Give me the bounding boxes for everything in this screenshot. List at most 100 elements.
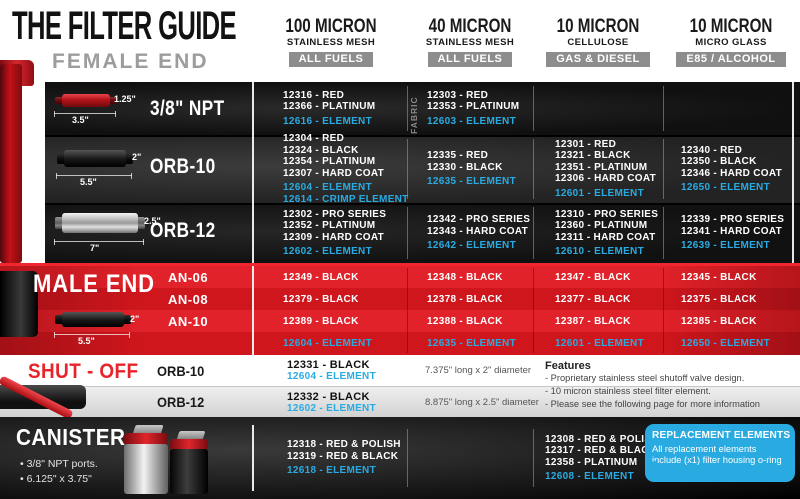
divider xyxy=(663,139,664,199)
element-numbers: 12616 - ELEMENT xyxy=(283,115,372,127)
section-male-end: MALE END 2" 5.5" AN-06 AN-08 AN-10 12349… xyxy=(0,263,800,355)
element-numbers: 12642 - ELEMENT xyxy=(427,240,516,252)
row-label-orb12: ORB-12 xyxy=(150,219,216,242)
row-label-orb10: ORB-10 xyxy=(150,155,216,178)
element-number: 12602 - ELEMENT xyxy=(287,403,376,414)
part-and-element: 12332 - BLACK 12602 - ELEMENT xyxy=(287,391,376,415)
row-label-orb10: ORB-10 xyxy=(157,363,205,379)
divider xyxy=(407,207,408,259)
part-number: 12389 - BLACK xyxy=(283,316,359,327)
part-number: 12347 - BLACK xyxy=(555,272,631,283)
divider xyxy=(533,207,534,259)
dim-line xyxy=(56,173,132,179)
part-numbers: 12340 - RED 12350 - BLACK 12346 - HARD C… xyxy=(681,144,783,179)
cell-orb10-microglass: 12340 - RED 12350 - BLACK 12346 - HARD C… xyxy=(681,135,800,203)
divider xyxy=(533,139,534,199)
section-female-end-label: FEMALE END xyxy=(52,50,209,73)
callout-title: REPLACEMENT ELEMENTS xyxy=(652,429,791,441)
orb10-filter-image xyxy=(64,150,126,167)
divider xyxy=(252,82,254,135)
column-header-10-micron-cellulose: 10 MICRON CELLULOSE GAS & DIESEL xyxy=(523,16,673,67)
features-block: Features - Proprietary stainless steel s… xyxy=(545,360,785,411)
micron-rating: 10 MICRON xyxy=(556,16,640,37)
element-numbers: 12601 - ELEMENT xyxy=(555,187,644,199)
part-numbers: 12335 - RED 12330 - BLACK xyxy=(427,150,503,173)
part-and-element: 12331 - BLACK 12604 - ELEMENT xyxy=(287,359,376,383)
dim-length: 7" xyxy=(90,243,100,253)
dim-height: 2" xyxy=(132,152,142,162)
divider xyxy=(792,203,794,263)
part-number: 12332 - BLACK xyxy=(287,391,370,403)
part-numbers: 12301 - RED 12321 - BLACK 12351 - PLATIN… xyxy=(555,138,657,185)
male-filter-image xyxy=(62,312,124,327)
dim-height: 2.5" xyxy=(144,216,161,226)
replacement-elements-callout: REPLACEMENT ELEMENTS All replacement ele… xyxy=(645,424,795,482)
section-canister: CANISTER • 3/8" NPT ports. • 6.125" x 3.… xyxy=(0,417,800,499)
row-label-an06: AN-06 xyxy=(168,270,209,285)
divider xyxy=(792,82,794,135)
dim-line xyxy=(54,239,144,245)
divider xyxy=(792,135,794,203)
part-number: 12331 - BLACK xyxy=(287,359,370,371)
fuel-badge: E85 / ALCOHOL xyxy=(676,52,786,67)
part-numbers: 12302 - PRO SERIES 12352 - PLATINUM 1230… xyxy=(283,208,387,243)
element-number: 12650 - ELEMENT xyxy=(681,338,770,349)
cell-orb10-40micron: 12335 - RED 12330 - BLACK 12635 - ELEMEN… xyxy=(427,135,567,203)
part-numbers: 12304 - RED 12324 - BLACK 12354 - PLATIN… xyxy=(283,133,385,179)
divider xyxy=(407,139,408,199)
divider xyxy=(252,425,254,491)
row-orb12: 2.5" 7" ORB-12 12302 - PRO SERIES 12352 … xyxy=(0,203,800,263)
element-numbers: 12618 - ELEMENT xyxy=(287,465,376,477)
column-header-10-micron-micro-glass: 10 MICRON MICRO GLASS E85 / ALCOHOL xyxy=(656,16,800,67)
size-note: 7.375" long x 2" diameter xyxy=(425,365,532,376)
part-number: 12345 - BLACK xyxy=(681,272,757,283)
cell-orb12-cellulose: 12310 - PRO SERIES 12360 - PLATINUM 1231… xyxy=(555,203,695,263)
male-end-title: MALE END xyxy=(33,270,155,298)
row-label-an08: AN-08 xyxy=(168,292,209,307)
features-list: - Proprietary stainless steel shutoff va… xyxy=(545,373,760,409)
cell-orb12-40micron: 12342 - PRO SERIES 12343 - HARD COAT 126… xyxy=(427,203,567,263)
element-number: 12635 - ELEMENT xyxy=(427,338,516,349)
dim-length: 5.5" xyxy=(80,177,97,187)
cell-orb10-100micron: 12304 - RED 12324 - BLACK 12354 - PLATIN… xyxy=(283,133,423,205)
element-number: 12604 - ELEMENT xyxy=(283,338,372,349)
dim-height: 1.25" xyxy=(114,94,136,104)
row-orb10: 2" 5.5" ORB-10 12304 - RED 12324 - BLACK… xyxy=(0,133,800,205)
fuel-badge: ALL FUELS xyxy=(427,52,513,67)
features-title: Features xyxy=(545,360,591,372)
element-numbers: 12635 - ELEMENT xyxy=(427,176,516,188)
fuel-badge: ALL FUELS xyxy=(288,52,374,67)
divider xyxy=(252,266,254,355)
cell-canister-100micron: 12318 - RED & POLISH 12319 - RED & BLACK… xyxy=(287,417,401,499)
black-canister-image xyxy=(170,449,208,494)
element-numbers: 12650 - ELEMENT xyxy=(681,182,770,193)
part-numbers: 12308 - RED & POLISH 12317 - RED & BLACK… xyxy=(545,433,659,468)
part-number: 12349 - BLACK xyxy=(283,272,359,283)
divider xyxy=(407,429,408,487)
dim-line xyxy=(54,332,130,338)
canister-title: CANISTER xyxy=(16,424,126,450)
part-number: 12388 - BLACK xyxy=(427,316,503,327)
orb12-filter-image xyxy=(62,213,138,233)
an-fitting-image xyxy=(0,271,38,337)
part-numbers: 12342 - PRO SERIES 12343 - HARD COAT xyxy=(427,214,531,237)
divider xyxy=(252,203,254,263)
element-numbers: 12610 - ELEMENT xyxy=(555,246,644,257)
part-numbers: 12310 - PRO SERIES 12360 - PLATINUM 1231… xyxy=(555,208,659,243)
divider xyxy=(252,135,254,203)
part-number: 12377 - BLACK xyxy=(555,294,631,305)
dim-height: 2" xyxy=(130,314,140,324)
fabric-note: FABRIC xyxy=(409,96,419,134)
callout-body: All replacement elements include (x1) fi… xyxy=(652,444,782,465)
cell-npt-40micron: 12303 - RED 12353 - PLATINUM 12603 - ELE… xyxy=(427,82,567,135)
row-label-an10: AN-10 xyxy=(168,314,209,329)
red-filter-photo-strip xyxy=(0,64,22,263)
dim-length: 5.5" xyxy=(78,336,95,346)
element-number: 12601 - ELEMENT xyxy=(555,338,644,349)
part-numbers: 12318 - RED & POLISH 12319 - RED & BLACK xyxy=(287,439,401,462)
silver-canister-image xyxy=(124,444,168,494)
row-npt: 1.25" 3.5" 3/8" NPT 12316 - RED 12366 - … xyxy=(0,82,800,135)
filter-media: STAINLESS MESH xyxy=(286,37,376,48)
divider xyxy=(663,268,664,353)
